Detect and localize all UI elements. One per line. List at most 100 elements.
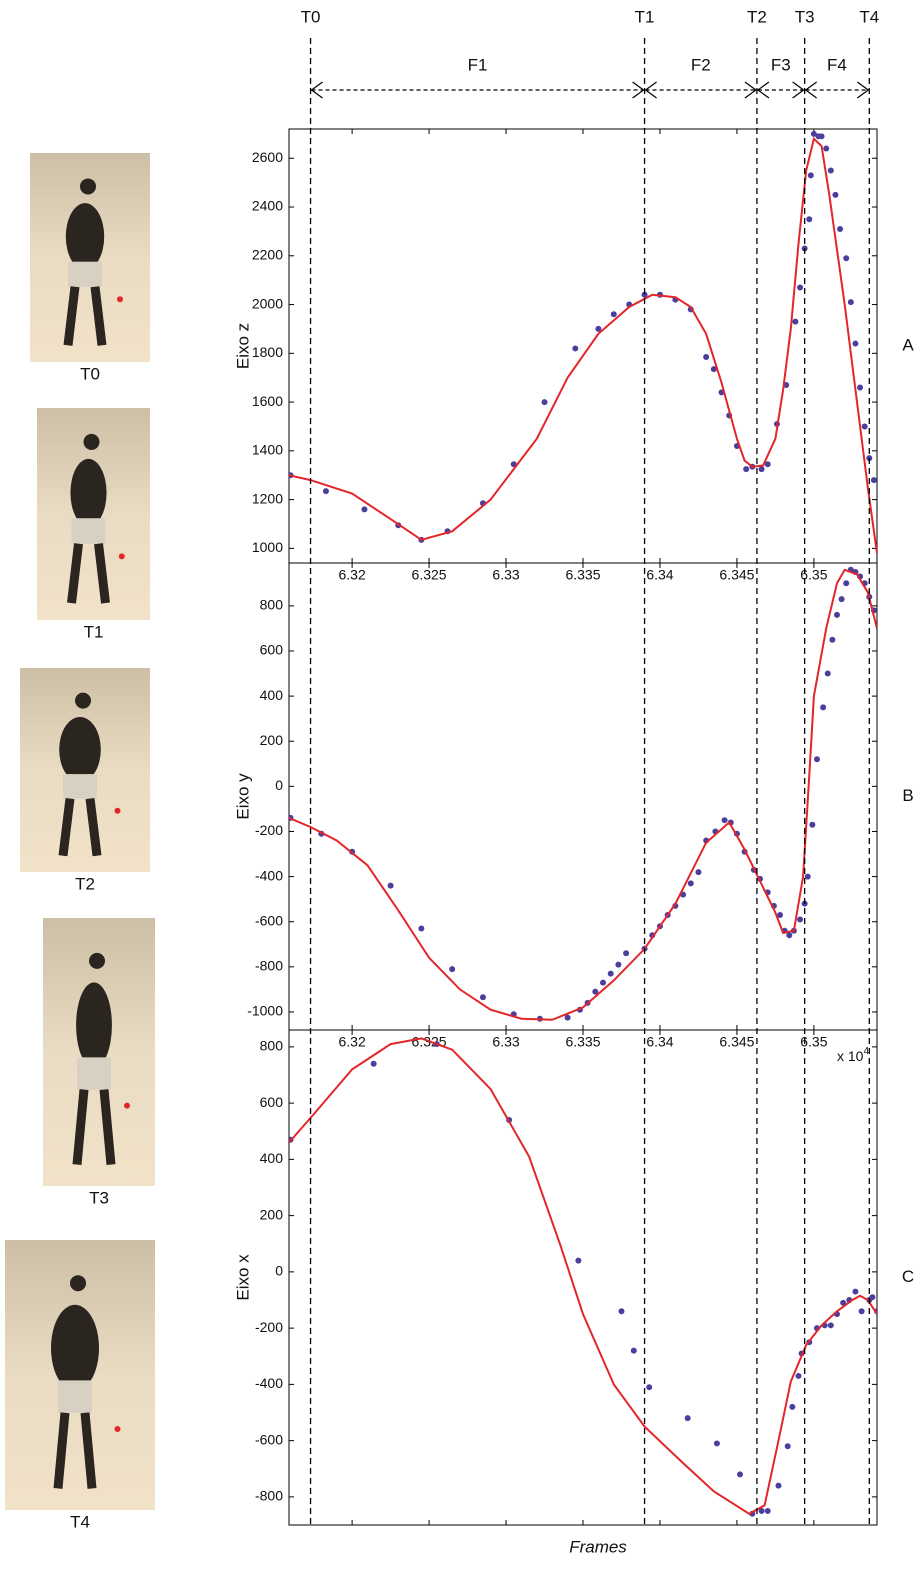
data-point <box>713 1440 720 1447</box>
x-tick-label: 6.33 <box>492 567 519 583</box>
ball <box>114 807 121 814</box>
data-point <box>710 366 717 373</box>
y-tick-label: 1400 <box>252 442 283 458</box>
data-point <box>610 311 617 318</box>
data-point <box>370 1060 377 1067</box>
data-point <box>541 399 548 406</box>
y-tick-label: -200 <box>255 1319 283 1335</box>
data-point <box>449 966 456 973</box>
player-body <box>65 203 105 271</box>
data-point <box>623 950 630 957</box>
data-point <box>786 932 793 939</box>
photo <box>5 1240 155 1510</box>
y-tick-label: 2000 <box>252 295 283 311</box>
player-legs <box>58 798 102 857</box>
data-point <box>813 756 820 763</box>
data-point <box>832 191 839 198</box>
data-point <box>646 1384 653 1391</box>
time-marker-label: T3 <box>795 7 815 26</box>
photo-caption: T3 <box>89 1188 109 1207</box>
photo-caption: T1 <box>84 622 104 641</box>
time-marker-label: T2 <box>747 7 767 26</box>
player-head <box>83 433 100 450</box>
player-head <box>75 692 91 709</box>
y-axis-label: Eixo z <box>233 323 252 369</box>
data-point <box>818 133 825 140</box>
fit-curve <box>289 568 877 1021</box>
time-marker-label: T4 <box>859 7 879 26</box>
plot-area <box>289 130 877 554</box>
data-point <box>600 979 607 986</box>
player-shorts <box>63 774 97 799</box>
data-point <box>847 299 854 306</box>
phase-label: F2 <box>691 55 711 74</box>
x-tick-label: 6.325 <box>412 567 447 583</box>
player-shorts <box>71 518 106 544</box>
x-tick-label: 6.35 <box>800 1034 827 1050</box>
x-tick-label: 6.345 <box>719 1034 754 1050</box>
arrow-head <box>804 81 870 99</box>
player-body <box>59 716 101 783</box>
player-legs <box>67 543 110 604</box>
data-point <box>806 216 813 223</box>
data-point <box>840 1299 847 1306</box>
ball <box>118 553 125 560</box>
photo-caption: T4 <box>70 1512 90 1531</box>
x-tick-label: 6.34 <box>646 567 673 583</box>
y-axis-label: Eixo y <box>233 773 252 820</box>
data-point <box>843 255 850 262</box>
data-point <box>758 466 765 473</box>
x-tick-label: 6.345 <box>719 567 754 583</box>
y-tick-label: -200 <box>255 822 283 838</box>
data-point <box>764 1507 771 1514</box>
data-point <box>575 1257 582 1264</box>
x-tick-label: 6.34 <box>646 1034 673 1050</box>
data-point <box>630 1347 637 1354</box>
x-tick-label: 6.33 <box>492 1034 519 1050</box>
data-point <box>797 284 804 291</box>
phase-label: F1 <box>468 55 488 74</box>
data-point <box>607 970 614 977</box>
y-tick-label: -600 <box>255 1431 283 1447</box>
data-point <box>758 1507 765 1514</box>
phase-label: F3 <box>771 55 791 74</box>
x-multiplier-exp: 4 <box>863 1046 869 1057</box>
data-point <box>804 873 811 880</box>
time-marker-label: T1 <box>635 7 655 26</box>
panel-label: C <box>902 1267 914 1286</box>
plot-frame <box>288 562 878 1031</box>
data-point <box>777 911 784 918</box>
y-tick-label: 0 <box>275 777 283 793</box>
data-point <box>764 461 771 468</box>
x-tick-label: 6.35 <box>800 567 827 583</box>
data-point <box>870 477 877 484</box>
data-point <box>820 704 827 711</box>
x-tick-label: 6.32 <box>338 1034 365 1050</box>
data-point <box>792 318 799 325</box>
data-point <box>852 1288 859 1295</box>
data-point <box>743 466 750 473</box>
plot-frame <box>288 1029 878 1526</box>
data-point <box>618 1308 625 1315</box>
panel-label: B <box>902 786 913 805</box>
x-multiplier: x 104 <box>837 1046 869 1064</box>
player-legs <box>53 1412 97 1489</box>
x-multiplier-base: x 10 <box>837 1048 864 1064</box>
ball <box>117 296 123 303</box>
player-body <box>70 458 107 527</box>
data-point <box>858 1308 865 1315</box>
y-tick-label: 200 <box>260 732 284 748</box>
player-head <box>70 1275 86 1292</box>
y-tick-label: -800 <box>255 1488 283 1504</box>
y-tick-label: 400 <box>260 1150 284 1166</box>
data-point <box>564 1014 571 1021</box>
x-axis-label: Frames <box>569 1537 627 1556</box>
data-point <box>852 340 859 347</box>
player-shorts <box>58 1380 92 1413</box>
data-point <box>695 869 702 876</box>
data-point <box>809 821 816 828</box>
plot-area <box>289 566 877 1022</box>
data-point <box>641 291 648 298</box>
x-tick-label: 6.32 <box>338 567 365 583</box>
y-tick-label: -400 <box>255 867 283 883</box>
